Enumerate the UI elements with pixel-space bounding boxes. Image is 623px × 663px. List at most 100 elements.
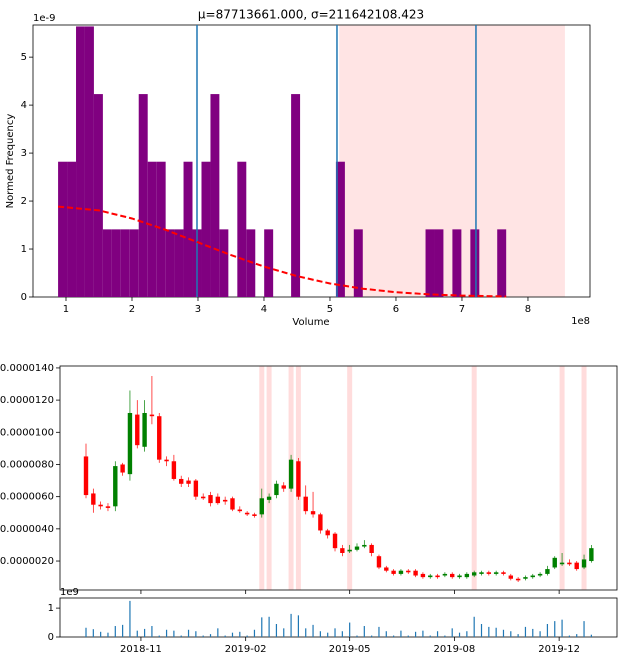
histogram-bar — [67, 161, 77, 297]
candle-body — [113, 466, 118, 507]
histogram-bar — [470, 229, 480, 297]
candle-body — [398, 570, 404, 574]
y-tick-label: 0 — [21, 292, 27, 303]
histogram-bar — [58, 161, 68, 297]
volume-bar — [458, 632, 461, 637]
volume-bar — [422, 630, 424, 637]
axes-frame — [59, 365, 618, 591]
candle-body — [391, 570, 396, 574]
volume-bar — [100, 631, 102, 637]
volume-bar — [385, 631, 387, 637]
y-tick-label: 1 — [48, 603, 54, 614]
candle-body — [318, 514, 323, 531]
volume-bar — [517, 634, 519, 637]
candle-body — [332, 533, 338, 549]
histogram-bar — [120, 229, 130, 297]
histogram-bar — [138, 94, 148, 297]
candle-body — [266, 496, 272, 500]
highlight-band — [581, 366, 587, 590]
candle-body — [347, 549, 352, 552]
x-tick-label: 8 — [525, 304, 531, 315]
candle-body — [325, 530, 330, 536]
histogram-bar — [434, 229, 444, 297]
candle-body — [208, 495, 213, 504]
volume-bar — [158, 635, 160, 637]
x-tick-label: 2018-11 — [120, 644, 162, 655]
candle-body — [98, 504, 103, 507]
volume-bar — [349, 622, 351, 637]
volume-bar — [283, 628, 285, 637]
histogram-bar — [219, 229, 229, 297]
candle-body — [515, 578, 521, 581]
volume-bar — [217, 628, 219, 637]
candle-body — [523, 577, 528, 579]
y-tick-label: 5 — [21, 52, 27, 63]
candle-body — [442, 573, 448, 576]
volume-bar — [187, 629, 190, 637]
volume-bar — [429, 635, 431, 637]
candle-body — [362, 544, 367, 547]
volume-bar — [85, 627, 87, 637]
axes-frame — [59, 597, 618, 638]
y-tick-label: 2 — [21, 196, 27, 207]
candle-body — [545, 569, 550, 574]
candle-body — [501, 572, 506, 574]
x-tick-label: 7 — [459, 304, 465, 315]
candle-body — [486, 572, 492, 574]
volume-bar — [583, 621, 585, 637]
y-axis-label: Normed Frequency — [5, 114, 16, 209]
candle-body — [552, 557, 557, 568]
volume-bar — [202, 635, 204, 637]
highlight-band — [259, 366, 265, 590]
y-tick-label: 0.0000060 — [0, 492, 54, 503]
volume-bar — [356, 635, 358, 637]
candle-body — [186, 480, 191, 484]
highlight-band — [471, 366, 477, 590]
candle-body — [435, 575, 440, 578]
highlight-band — [347, 366, 353, 590]
volume-bar — [444, 635, 446, 637]
volume-bar — [334, 628, 336, 637]
candle-body — [537, 573, 543, 576]
y-tick-label: 0.0000040 — [0, 524, 54, 535]
volume-bar — [290, 613, 292, 637]
volume-bar — [312, 624, 314, 637]
candle-body — [149, 414, 155, 417]
volume-bar — [568, 635, 570, 637]
volume-bar — [209, 634, 212, 637]
histogram-bar — [264, 229, 274, 297]
candle-body — [530, 575, 535, 578]
histogram-bar — [210, 94, 220, 297]
volume-bar — [576, 634, 578, 637]
x-tick-label: 4 — [261, 304, 267, 315]
candle-body — [215, 496, 221, 504]
histogram-bar — [246, 229, 256, 297]
volume-bar — [495, 627, 497, 637]
candle-body — [105, 506, 111, 508]
volume-bar — [92, 629, 94, 637]
histogram-bar — [76, 26, 85, 298]
volume-bar — [275, 624, 278, 637]
volume-bar — [554, 621, 556, 637]
y-tick-label: 0 — [48, 632, 54, 643]
candle-body — [171, 461, 177, 479]
candle-body — [281, 485, 286, 489]
volume-bar — [510, 631, 512, 637]
volume-bar — [524, 626, 527, 637]
volume-bar — [231, 632, 234, 637]
candle-body — [340, 548, 345, 553]
candle-body — [471, 572, 477, 576]
volume-bar — [561, 619, 563, 637]
volume-bar — [532, 628, 534, 637]
x-tick-label: 2019-12 — [538, 644, 580, 655]
candle-body — [369, 544, 374, 553]
histogram-bar — [183, 161, 193, 297]
histogram-bar — [165, 229, 175, 297]
candle-body — [559, 562, 565, 565]
candle-body — [493, 572, 499, 574]
candle-body — [230, 498, 235, 510]
x-tick-label: 1 — [63, 304, 69, 315]
y-tick-label: 3 — [21, 148, 27, 159]
candle-body — [127, 412, 133, 475]
candle-body — [274, 483, 279, 496]
